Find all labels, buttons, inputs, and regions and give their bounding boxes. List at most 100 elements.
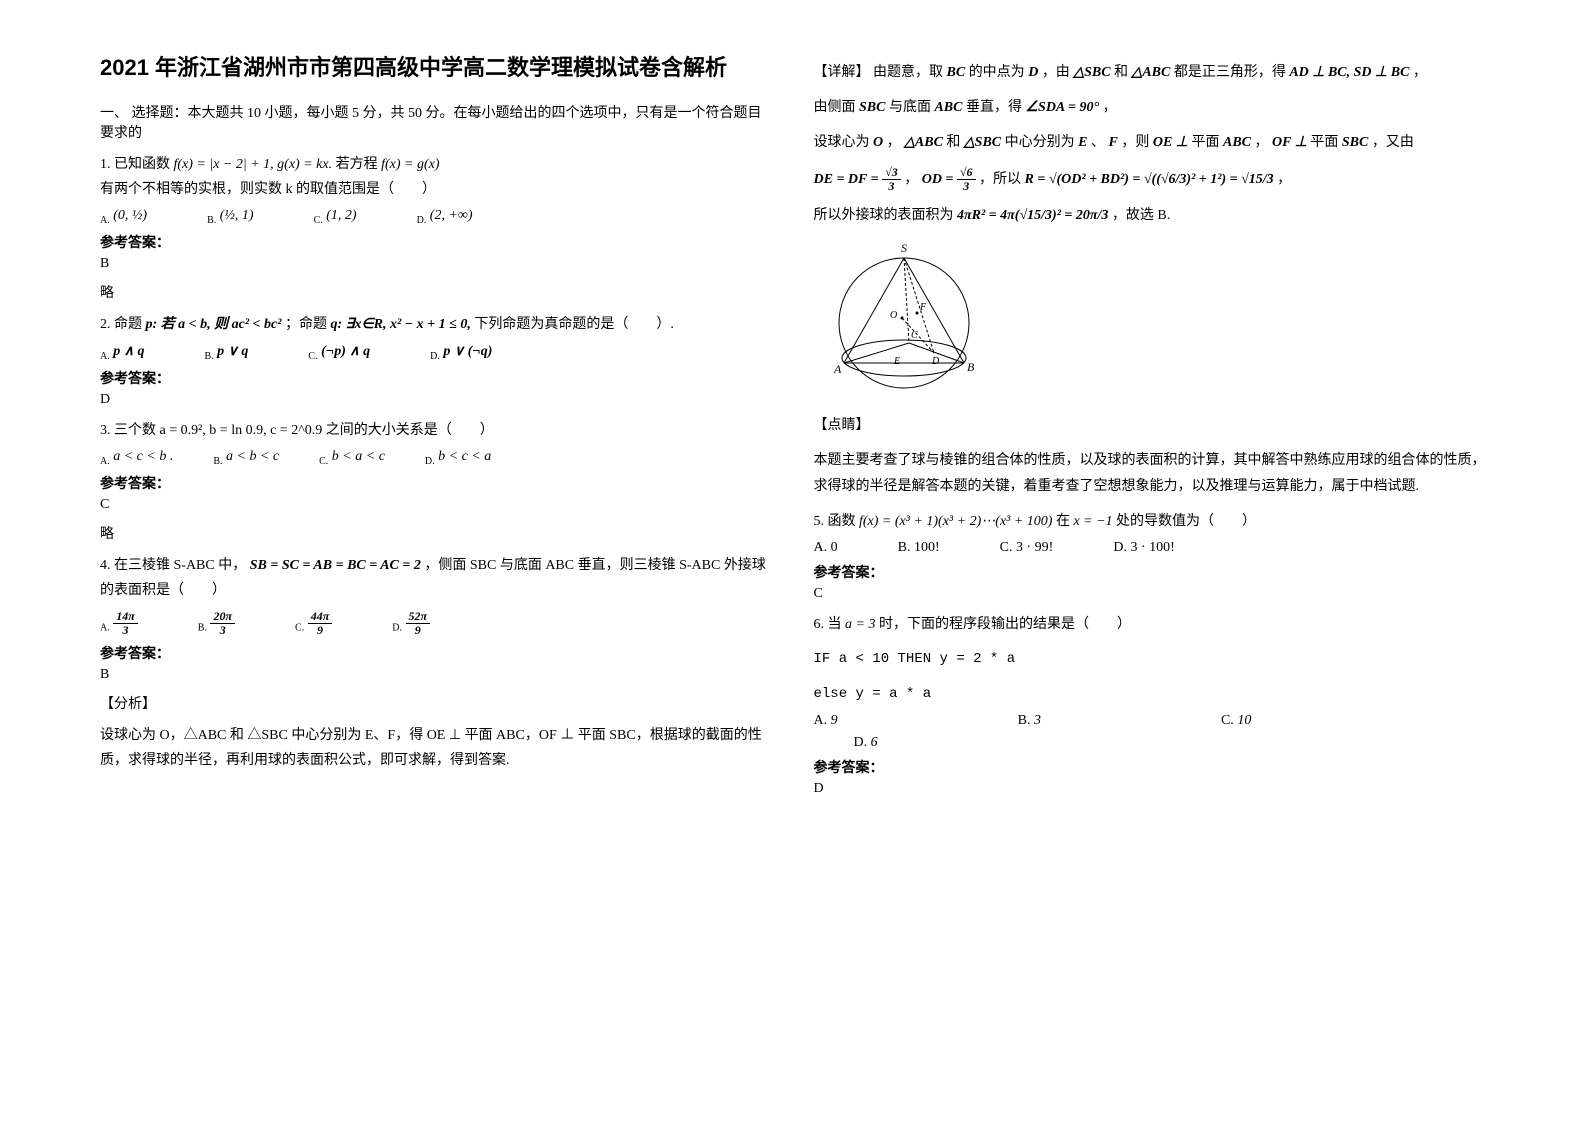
label-a: A <box>833 362 842 376</box>
t: ， <box>1277 171 1291 186</box>
opt-label: B. <box>213 456 222 467</box>
opt-label: D. <box>392 622 402 633</box>
q6-pre: 6. 当 <box>814 617 846 632</box>
label-o: O <box>890 310 897 321</box>
frac-num: 44π <box>308 610 333 624</box>
q4-pre: 4. 在三棱锥 S-ABC 中， <box>100 558 246 573</box>
t: ，由 <box>1042 65 1074 80</box>
q4-opt-d: D. 52π 9 <box>392 610 430 637</box>
question-2: 2. 命题 p: 若 a < b, 则 ac² < bc² ；命题 q: ∃x∈… <box>100 312 774 337</box>
q2-opt-c: C. (¬p) ∧ q <box>308 343 370 362</box>
opt-val: (2, +∞) <box>430 208 473 223</box>
right-column: 【详解】 由题意，取 BC 的中点为 D ，由 △SBC 和 △ABC 都是正三… <box>794 50 1508 1072</box>
q1-opt-c: C. (1, 2) <box>314 208 357 226</box>
detail-line-3: 设球心为 O ， △ABC 和 △SBC 中心分别为 E 、 F ，则 OE ⊥… <box>814 130 1488 155</box>
eq2-lhs: OD = <box>922 171 957 186</box>
opt-val: p ∨ (¬q) <box>443 344 492 359</box>
opt-val: 3 · 100! <box>1130 540 1174 555</box>
opt-val: 3 · 99! <box>1016 540 1053 555</box>
sbc: △SBC <box>1073 65 1110 80</box>
label-d: D <box>931 356 940 367</box>
opt-label: C. <box>308 351 317 362</box>
opt-val: b < a < c <box>332 449 385 464</box>
q6-post: 时，下面的程序段输出的结果是（ ） <box>879 617 1131 632</box>
q6-code2: else y = a * a <box>814 682 1488 707</box>
q3-opt-c: C. b < a < c <box>319 449 385 467</box>
opt-label: A. <box>100 456 110 467</box>
q4-analysis-label: 【分析】 <box>100 693 774 713</box>
label-c: C <box>911 330 918 341</box>
detail-line-2: 由侧面 SBC 与底面 ABC 垂直，得 ∠SDA = 90° ， <box>814 95 1488 120</box>
q3-stem: 3. 三个数 a = 0.9², b = ln 0.9, c = 2^0.9 之… <box>100 423 494 438</box>
opt-label: B. <box>1018 713 1031 728</box>
opt-label: C. <box>1000 540 1013 555</box>
q1-opt-d: D. (2, +∞) <box>417 208 473 226</box>
q6-a: a = 3 <box>845 617 875 632</box>
eq2-frac: √6 3 <box>957 166 976 193</box>
eq1-lhs: DE = DF = <box>814 171 883 186</box>
q6-opt-b: B. 3 <box>1018 713 1041 729</box>
q4-ans: B <box>100 667 774 683</box>
q5-x: x = −1 <box>1073 514 1112 529</box>
q2-opt-b: B. p ∨ q <box>204 343 248 362</box>
question-6: 6. 当 a = 3 时，下面的程序段输出的结果是（ ） <box>814 612 1488 637</box>
t: 都是正三角形，得 <box>1174 65 1290 80</box>
frac-den: 3 <box>113 624 138 637</box>
q5-opt-b: B. 100! <box>898 540 940 556</box>
frac-den: 3 <box>882 180 901 193</box>
opt-frac: 20π 3 <box>210 610 235 637</box>
tabc: △ABC <box>904 135 943 150</box>
q1-post: 有两个不相等的实根，则实数 k 的取值范围是（ ） <box>100 182 436 197</box>
question-3: 3. 三个数 a = 0.9², b = ln 0.9, c = 2^0.9 之… <box>100 418 774 443</box>
label-b: B <box>967 360 975 374</box>
opt-label: D. <box>1113 540 1127 555</box>
sphere-icon: S A B C D E F O <box>814 238 994 398</box>
q6-options-row2: D. 6 <box>814 735 1488 751</box>
q6-opt-d: D. 6 <box>854 735 878 751</box>
q5-post: 处的导数值为（ ） <box>1116 514 1256 529</box>
frac-den: 9 <box>406 624 431 637</box>
opt-val: 0 <box>831 540 838 555</box>
opt-val: 9 <box>831 713 838 728</box>
q6-opt-a: A. 9 <box>814 713 838 729</box>
q6-ans: D <box>814 781 1488 797</box>
q6-options-row1: A. 9 B. 3 C. 10 <box>814 713 1488 729</box>
frac-den: 3 <box>210 624 235 637</box>
t: 的中点为 <box>969 65 1029 80</box>
t: 中心分别为 <box>1005 135 1079 150</box>
eq1-frac: √3 3 <box>882 166 901 193</box>
abc3: ABC <box>1223 135 1251 150</box>
comment-text: 本题主要考查了球与棱锥的组合体的性质，以及球的表面积的计算，其中解答中熟练应用球… <box>814 448 1488 498</box>
opt-val: a < b < c <box>226 449 279 464</box>
e: E <box>1078 135 1087 150</box>
frac-num: √6 <box>957 166 976 180</box>
t: ， <box>1103 100 1117 115</box>
t: ， <box>1255 135 1269 150</box>
oe: OE ⊥ <box>1153 135 1188 150</box>
eq-line-1: DE = DF = √3 3 ， OD = √6 3 ，所以 R = √(OD²… <box>814 166 1488 193</box>
q1-formula: f(x) = |x − 2| + 1, g(x) = kx. <box>174 157 333 172</box>
q3-ans-label: 参考答案： <box>100 473 774 493</box>
q5-pre: 5. 函数 <box>814 514 860 529</box>
q5-opt-d: D. 3 · 100! <box>1113 540 1174 556</box>
opt-label: D. <box>430 351 440 362</box>
q2-post: 下列命题为真命题的是（ ）. <box>474 317 674 332</box>
q3-opt-d: D. b < c < a <box>425 449 491 467</box>
opt-label: C. <box>314 215 323 226</box>
q1-ans-label: 参考答案： <box>100 232 774 252</box>
opt-label: A. <box>100 215 110 226</box>
opt-val: (¬p) ∧ q <box>321 344 370 359</box>
q5-opt-a: A. 0 <box>814 540 838 556</box>
q2-opt-a: A. p ∧ q <box>100 343 144 362</box>
t: 垂直，得 <box>966 100 1026 115</box>
q2-q: q: ∃x∈R, x² − x + 1 ≤ 0, <box>330 317 470 332</box>
opt-val: 10 <box>1237 713 1251 728</box>
q1-note: 略 <box>100 282 774 302</box>
sbc3: SBC <box>1342 135 1368 150</box>
q4-analysis: 设球心为 O，△ABC 和 △SBC 中心分别为 E、F，得 OE ⊥ 平面 A… <box>100 723 774 773</box>
q5-ans: C <box>814 586 1488 602</box>
frac-num: 14π <box>113 610 138 624</box>
of: OF ⊥ <box>1272 135 1307 150</box>
opt-label: C. <box>1221 713 1234 728</box>
frac-den: 3 <box>957 180 976 193</box>
